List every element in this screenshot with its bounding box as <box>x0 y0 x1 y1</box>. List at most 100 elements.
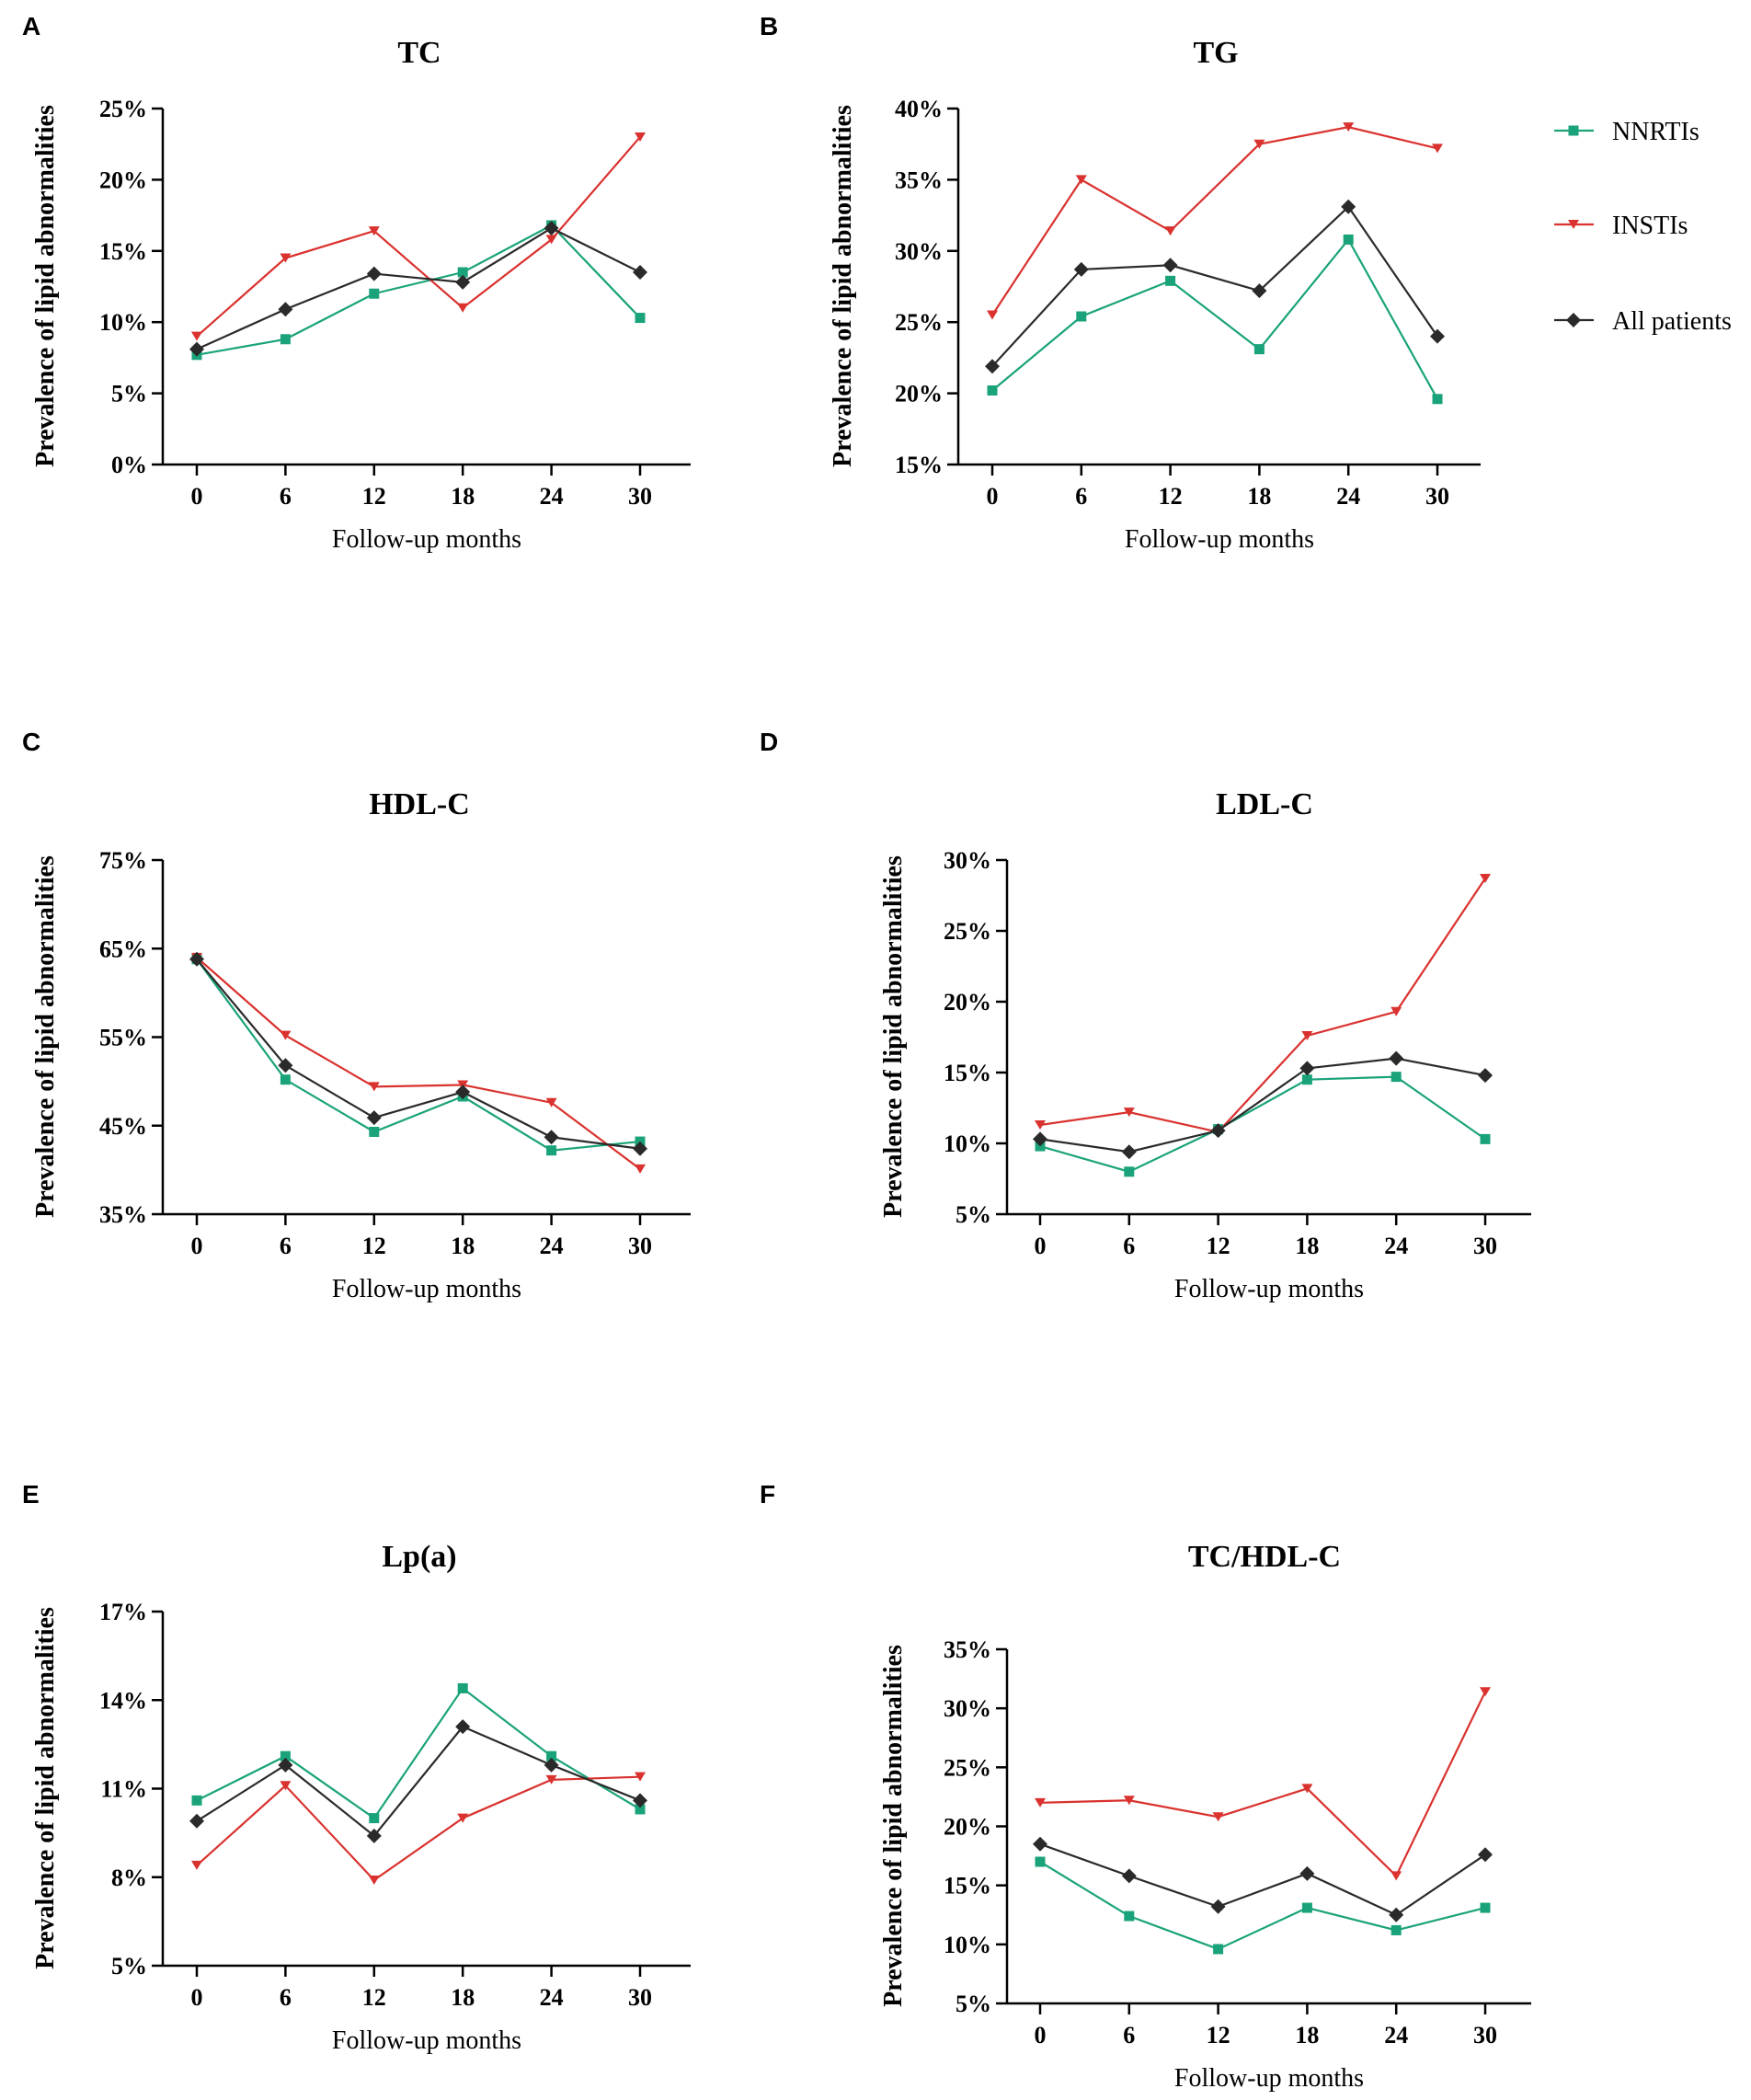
data-point-insti <box>368 1082 380 1092</box>
data-point-nnrti <box>635 313 646 324</box>
panel-letter: D <box>760 728 778 756</box>
y-tick-label: 5% <box>956 1201 991 1228</box>
y-tick-label: 25% <box>944 918 991 945</box>
y-tick-label: 15% <box>99 238 147 265</box>
data-point-all <box>1162 258 1178 273</box>
x-axis-label: Follow-up months <box>332 1275 521 1303</box>
data-point-insti <box>1390 1006 1402 1016</box>
data-point-all <box>633 265 647 281</box>
x-tick-label: 0 <box>1035 1233 1047 1259</box>
data-point-all <box>544 1130 559 1145</box>
data-point-insti <box>635 132 646 142</box>
data-point-nnrti <box>457 267 468 278</box>
data-point-nnrti <box>546 1145 557 1156</box>
x-tick-label: 12 <box>362 1984 386 2011</box>
x-tick-label: 12 <box>362 1233 386 1259</box>
y-tick-label: 17% <box>99 1599 147 1625</box>
x-tick-label: 6 <box>280 483 292 510</box>
x-tick-label: 18 <box>451 483 475 510</box>
panel-letter: E <box>22 1480 40 1509</box>
data-point-nnrti <box>1253 344 1265 355</box>
chart-title: LDL-C <box>1216 787 1313 821</box>
chart-panel-f: F TC/HDL-C 5% 10% 15% 20% 25% 30% 35% 0 6 12 18 24 30 F… <box>760 1480 1531 2093</box>
data-point-insti <box>1253 139 1265 149</box>
y-tick-label: 10% <box>944 1130 991 1157</box>
data-point-insti <box>545 1774 557 1784</box>
data-point-insti <box>1432 143 1443 154</box>
data-point-insti <box>1164 226 1176 236</box>
x-tick-label: 18 <box>451 1984 475 2011</box>
data-point-all <box>278 1757 293 1773</box>
data-point-nnrti <box>987 385 998 396</box>
x-tick-label: 18 <box>1247 483 1271 510</box>
chart-title: TG <box>1193 36 1238 70</box>
chart-panel-e: E Lp(a) 5% 8% 11% 14% 17% 0 6 12 18 24 30 Follow-up m… <box>22 1480 691 2055</box>
data-point-all <box>1478 1068 1493 1084</box>
x-tick-label: 0 <box>191 1984 203 2011</box>
series-line-insti <box>196 957 641 1170</box>
data-point-insti <box>368 226 380 236</box>
data-point-insti <box>1123 1107 1135 1118</box>
x-tick-label: 18 <box>1295 1233 1319 1259</box>
x-axis-label: Follow-up months <box>332 2026 521 2055</box>
data-point-all <box>1341 199 1356 214</box>
legend-item-insti: INSTIs <box>1554 212 1688 240</box>
x-axis-label: Follow-up months <box>1174 2064 1364 2093</box>
data-point-nnrti <box>280 334 291 345</box>
data-point-insti <box>545 235 557 245</box>
data-point-all <box>633 1793 647 1808</box>
data-point-insti <box>1212 1812 1224 1822</box>
data-point-nnrti <box>1301 1902 1312 1913</box>
x-tick-label: 0 <box>987 483 999 510</box>
data-point-insti <box>1075 175 1087 185</box>
y-tick-label: 15% <box>944 1060 991 1086</box>
x-tick-label: 24 <box>540 1984 564 2011</box>
series-line-all <box>991 205 1438 367</box>
data-point-insti <box>1480 1687 1491 1697</box>
data-point-insti <box>1343 122 1355 132</box>
chart-panel-c: C HDL-C 35% 45% 55% 65% 75% 0 6 12 18 24 30 Follow-up… <box>22 728 691 1303</box>
y-tick-label: 55% <box>99 1025 147 1051</box>
data-point-insti <box>635 1164 646 1174</box>
data-point-all <box>1121 1144 1137 1160</box>
data-point-all <box>1389 1050 1404 1066</box>
data-point-nnrti <box>1124 1166 1135 1177</box>
chart-title: Lp(a) <box>382 1540 456 1574</box>
data-point-insti <box>191 331 202 341</box>
y-tick-label: 8% <box>111 1865 147 1891</box>
y-tick-label: 5% <box>111 381 147 407</box>
y-axis-label: Prevalence of lipid abnormalities <box>879 1645 908 2007</box>
chart-panel-a: A TC 0% 5% 10% 15% 20% 25% 0 6 12 18 24 30 Follow-up m… <box>22 12 691 554</box>
y-tick-label: 45% <box>99 1113 147 1140</box>
y-tick-label: 0% <box>111 452 147 478</box>
data-point-nnrti <box>1480 1902 1491 1913</box>
x-tick-label: 0 <box>191 1233 203 1259</box>
y-tick-label: 5% <box>111 1953 147 1980</box>
data-point-all <box>1033 1131 1047 1147</box>
y-tick-label: 75% <box>99 847 147 874</box>
data-point-nnrti <box>1301 1074 1312 1085</box>
x-tick-label: 6 <box>1123 1233 1135 1259</box>
y-axis-label: Prevalence of lipid abnormalities <box>829 105 857 467</box>
legend-label: All patients <box>1612 307 1732 336</box>
y-tick-label: 30% <box>895 238 943 265</box>
data-point-insti <box>545 1097 557 1107</box>
data-point-all <box>455 274 471 290</box>
data-point-nnrti <box>280 1074 291 1085</box>
data-point-all <box>278 302 293 317</box>
data-point-all <box>1430 328 1445 344</box>
y-tick-label: 15% <box>944 1873 991 1899</box>
series-line-nnrti <box>196 1686 641 1820</box>
x-tick-label: 6 <box>280 1984 292 2011</box>
y-tick-label: 20% <box>895 381 943 407</box>
data-point-nnrti <box>280 1750 291 1761</box>
data-point-nnrti <box>191 1795 202 1806</box>
y-tick-label: 35% <box>944 1636 991 1663</box>
data-point-insti <box>280 1781 292 1791</box>
y-tick-label: 20% <box>99 166 147 193</box>
data-point-nnrti <box>1390 1072 1402 1083</box>
data-point-all <box>1033 1836 1047 1852</box>
chart-title: HDL-C <box>369 787 470 821</box>
data-point-insti <box>1035 1797 1046 1807</box>
